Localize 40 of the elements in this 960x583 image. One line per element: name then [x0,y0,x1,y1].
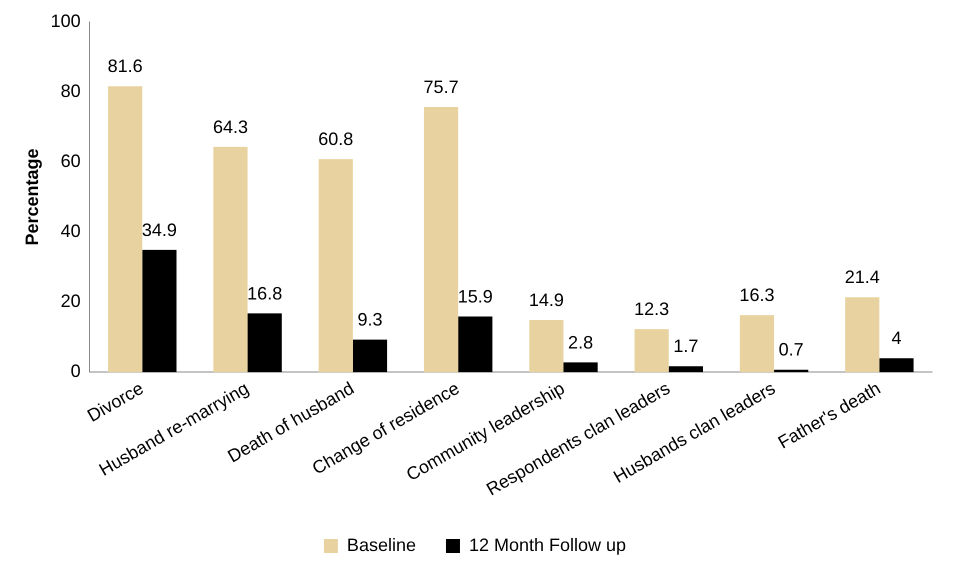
data-label: 34.9 [142,220,177,240]
bar [108,86,142,372]
data-label: 0.7 [778,340,804,360]
bar [845,297,880,372]
data-label: 1.7 [673,336,698,356]
data-label: 15.9 [458,286,493,306]
bar [248,313,282,372]
legend-label: Baseline [346,534,416,555]
y-tick-label: 80 [60,80,81,101]
data-label: 64.3 [212,116,248,137]
bar [529,320,564,372]
bar [668,366,703,372]
data-label: 60.8 [318,129,354,150]
y-axis-title: Percentage [22,148,42,246]
y-tick-label: 20 [60,291,81,312]
data-label: 75.7 [424,76,459,97]
y-tick-label: 40 [60,221,81,242]
data-label: 4 [891,328,902,348]
bar [318,159,353,372]
bar [352,340,388,372]
data-label: 12.3 [634,299,670,320]
data-label: 16.3 [739,285,774,306]
bar [740,315,774,372]
y-tick-label: 60 [60,150,81,171]
data-label: 14.9 [528,290,564,310]
bar [213,146,248,372]
bar [879,358,914,372]
data-label: 9.3 [357,310,382,330]
data-label: 21.4 [844,267,880,288]
bar [142,250,176,372]
bar [458,316,492,372]
data-label: 81.6 [108,56,143,76]
bar [634,329,669,372]
data-label: 2.8 [568,332,594,352]
y-tick-label: 0 [70,361,81,382]
bar [424,106,458,372]
y-tick-label: 100 [50,10,81,31]
bar [563,362,598,372]
data-label: 16.8 [247,283,282,304]
legend-label: 12 Month Follow up [468,534,626,555]
